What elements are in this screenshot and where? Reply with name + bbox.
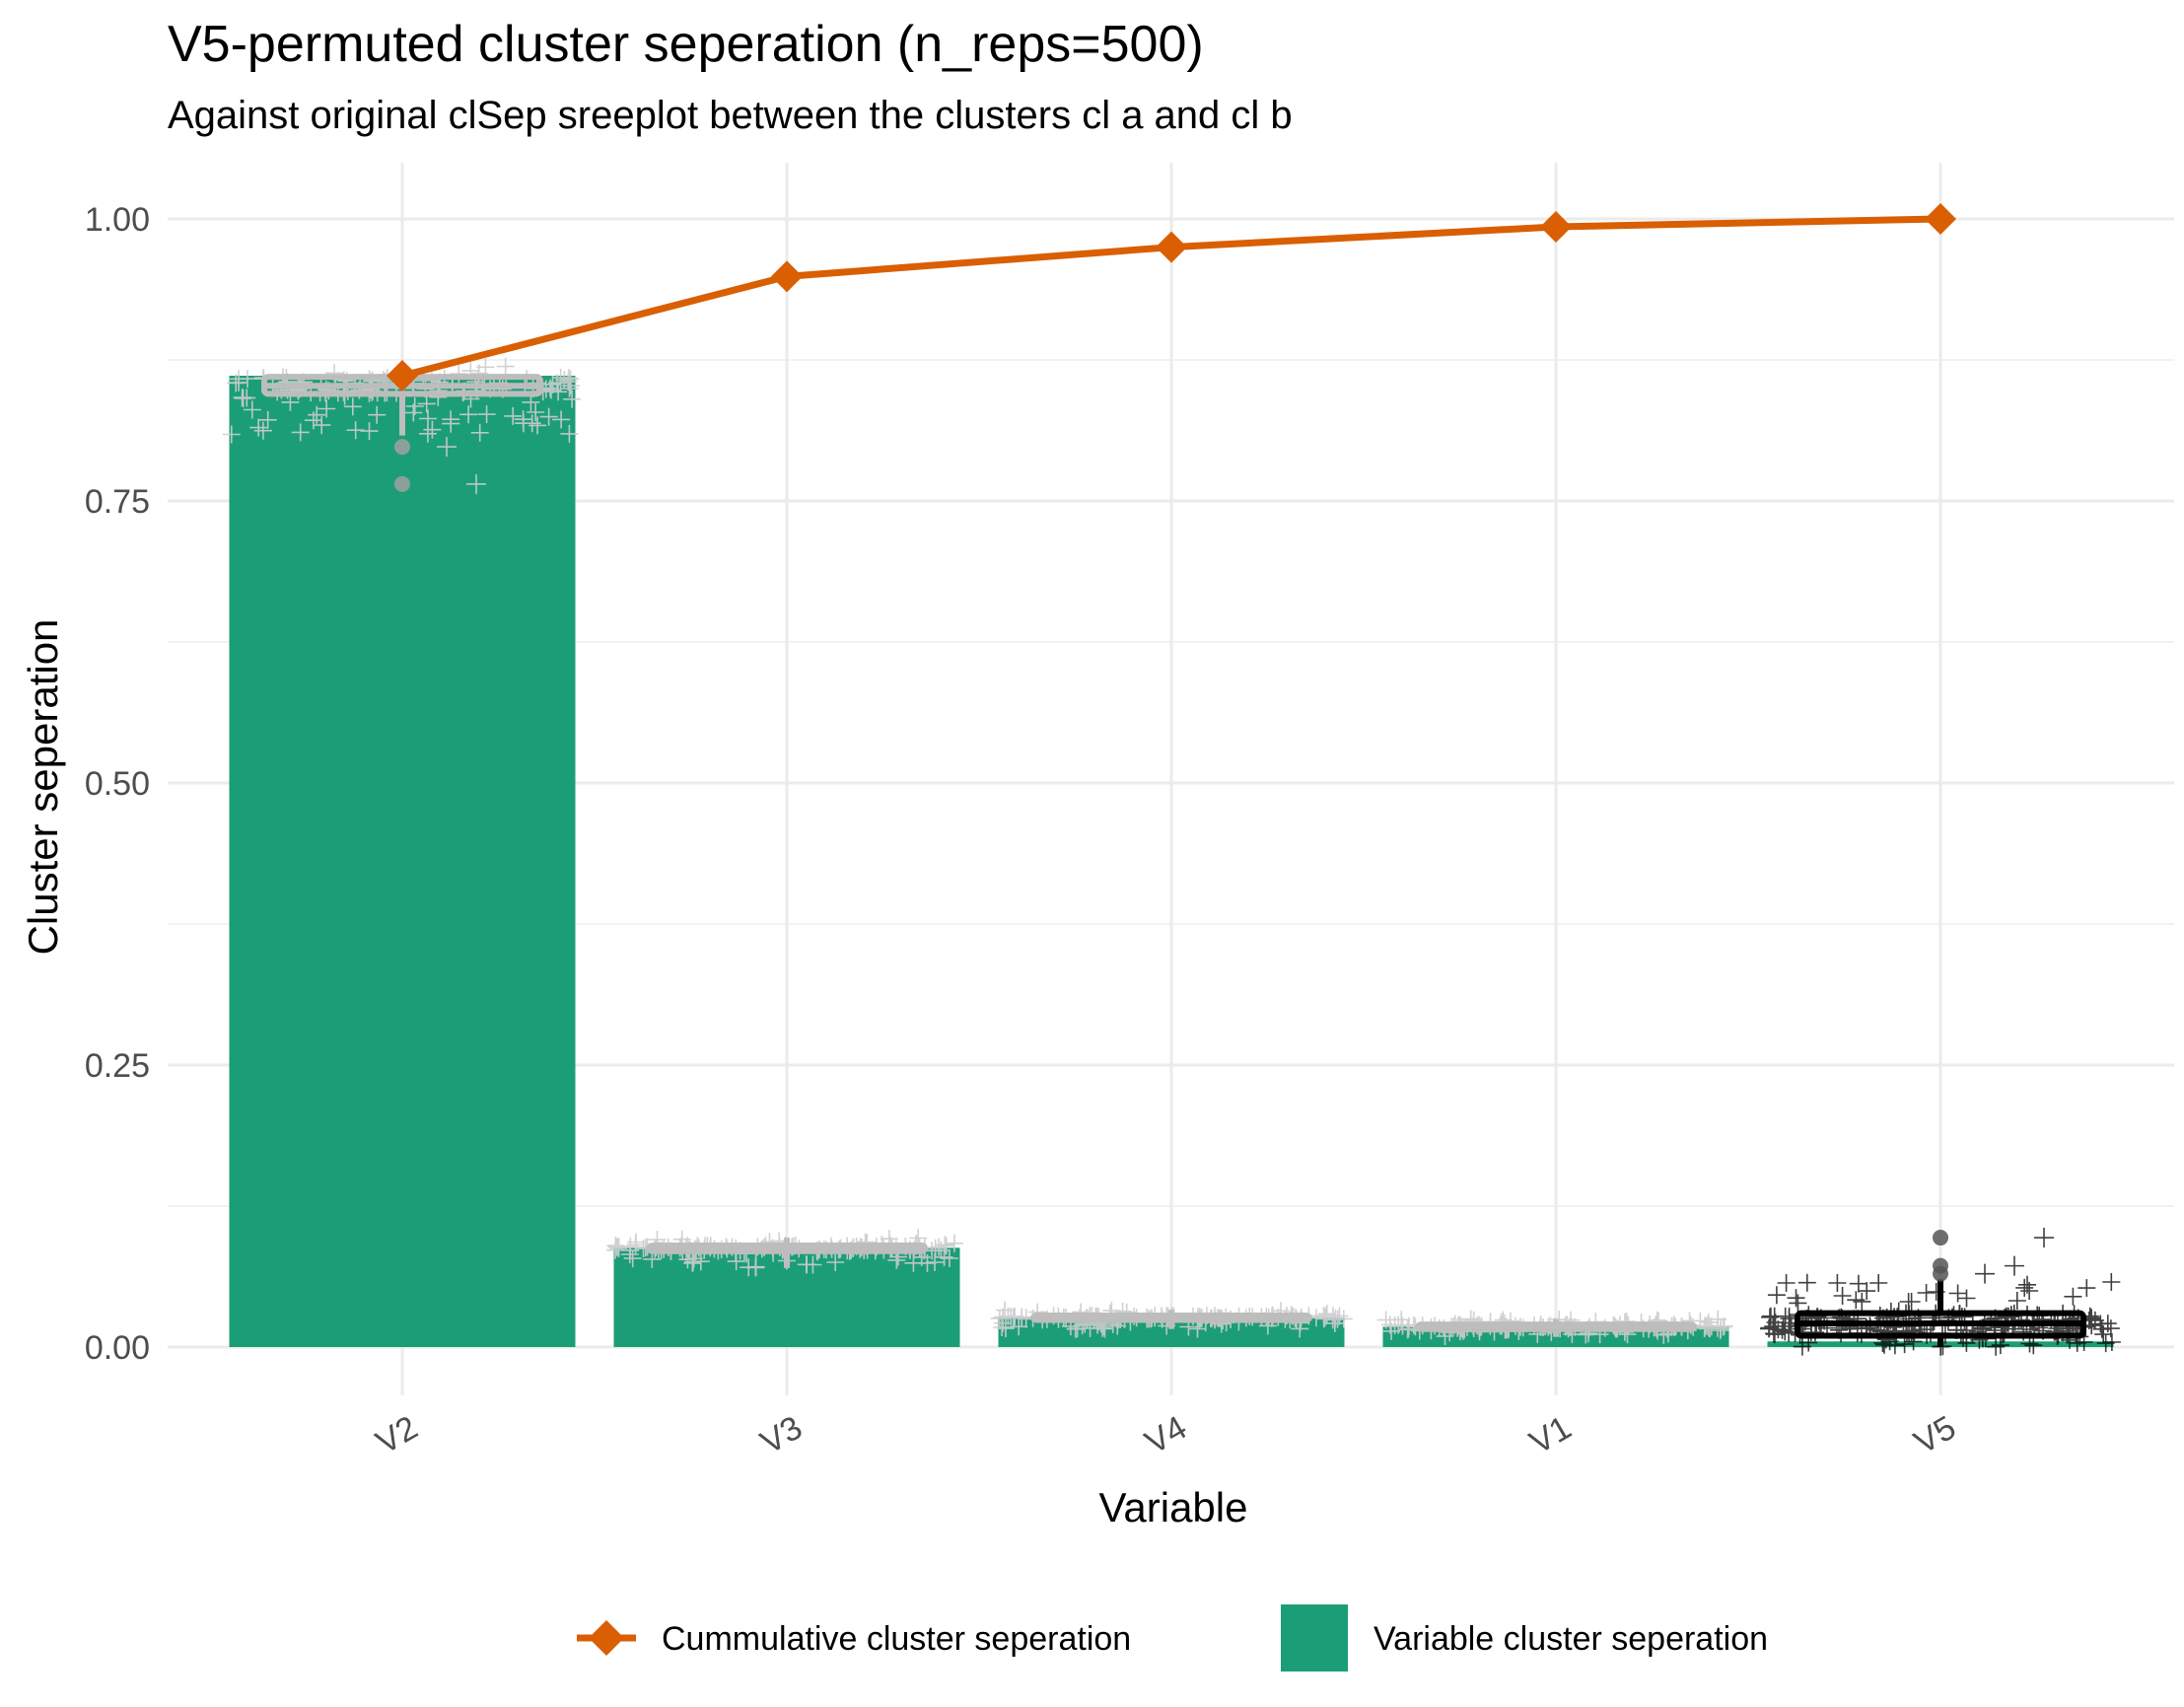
legend-item-cumulative: Cummulative cluster seperation — [577, 1620, 1131, 1658]
x-axis-ticks: V2 V3 V4 V1 V5 — [370, 1409, 1962, 1462]
cumulative-point-V3 — [771, 260, 803, 293]
boxplot-V3 — [646, 1238, 928, 1268]
cumulative-point-V5 — [1925, 203, 1956, 235]
chart-subtitle: Against original clSep sreeplot between … — [168, 94, 1293, 137]
legend-diamond-icon — [589, 1620, 624, 1656]
y-tick-label: 0.50 — [85, 765, 150, 803]
cumulative-point-V2 — [387, 360, 418, 392]
bar-V2 — [229, 376, 576, 1347]
cumulative-line — [387, 203, 1956, 392]
x-tick-label-V2: V2 — [370, 1409, 424, 1462]
legend-bar-swatch — [1281, 1604, 1348, 1671]
boxplot-outlier — [394, 475, 410, 492]
boxplot-V4 — [1030, 1310, 1312, 1329]
boxplot-outlier — [1933, 1230, 1948, 1246]
legend-label-variable: Variable cluster seperation — [1374, 1620, 1768, 1658]
x-axis-title: Variable — [1099, 1484, 1248, 1530]
boxplot-outlier — [394, 439, 410, 456]
legend-label-cumulative: Cummulative cluster seperation — [662, 1620, 1131, 1658]
permutation-boxplots — [261, 365, 2086, 1347]
boxplot-V1 — [1415, 1318, 1697, 1337]
chart-title: V5-permuted cluster seperation (n_reps=5… — [168, 16, 1204, 73]
legend: Cummulative cluster seperation Variable … — [577, 1604, 1768, 1671]
legend-item-variable: Variable cluster seperation — [1281, 1604, 1768, 1671]
cumulative-point-V1 — [1540, 211, 1572, 244]
y-axis-ticks: 0.00 0.25 0.50 0.75 1.00 — [85, 201, 150, 1367]
x-tick-label-V5: V5 — [1908, 1409, 1962, 1462]
x-tick-label-V4: V4 — [1139, 1409, 1193, 1462]
y-axis-title: Cluster seperation — [20, 619, 66, 956]
bars — [229, 376, 2114, 1347]
y-tick-label: 1.00 — [85, 201, 150, 239]
boxplot-outlier — [1933, 1257, 1948, 1274]
y-tick-label: 0.25 — [85, 1047, 150, 1085]
boxplot-V5 — [1795, 1230, 2086, 1347]
x-tick-label-V1: V1 — [1523, 1409, 1578, 1462]
x-tick-label-V3: V3 — [754, 1409, 809, 1462]
cumulative-point-V4 — [1156, 231, 1187, 263]
y-tick-label: 0.75 — [85, 483, 150, 521]
y-tick-label: 0.00 — [85, 1329, 150, 1367]
